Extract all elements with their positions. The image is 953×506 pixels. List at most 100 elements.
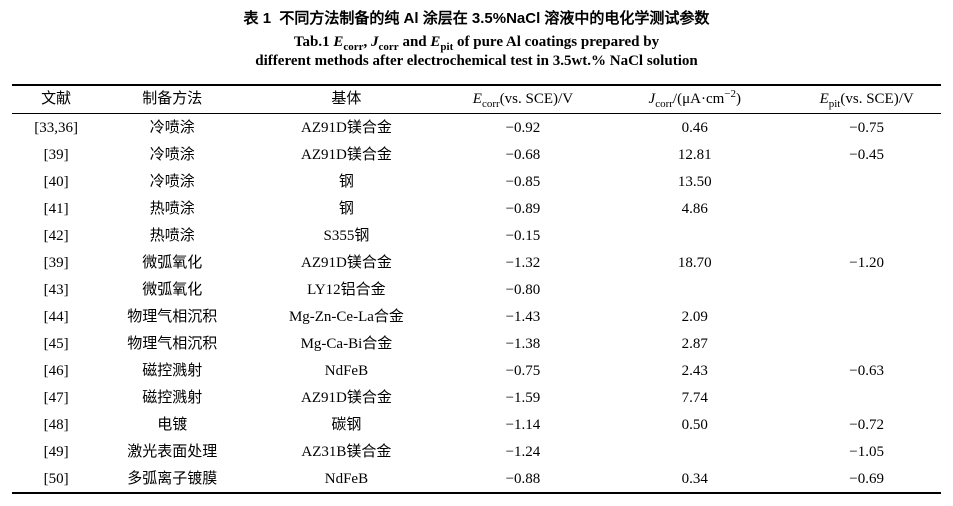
cell-jcorr [597,276,792,303]
cell-method: 物理气相沉积 [127,308,218,325]
cell-substrate: AZ91D镁合金 [301,119,392,136]
cell-epit [792,222,941,249]
cell-method: 磁控溅射 [142,362,203,379]
table-body: [33,36] 冷喷涂 AZ91D镁合金 −0.92 0.46 −0.75 [39] 冷喷涂 A… [12,114,941,494]
column-header-method: 制备方法 [100,85,245,114]
cell-jcorr: 2.43 [681,362,708,379]
cell-method: 冷喷涂 [149,119,195,136]
cell-substrate: AZ91D镁合金 [301,389,392,406]
table-row: [44] 物理气相沉积 Mg-Zn-Ce-La合金 −1.43 2.09 [12,303,941,330]
cell-substrate: AZ91D镁合金 [301,146,392,163]
cell-substrate: Mg-Zn-Ce-La合金 [288,308,404,325]
table-row: [46] 磁控溅射 NdFeB −0.75 2.43 −0.63 [12,357,941,384]
cell-jcorr: 12.81 [677,146,712,163]
cell-ref: [39] [43,146,69,163]
cell-epit [792,168,941,195]
cell-jcorr: 18.70 [677,254,712,271]
cell-ref: [40] [43,173,69,190]
column-header-ecorr: Ecorr(vs. SCE)/V [448,85,598,114]
cell-substrate: 钢 [338,173,354,190]
cell-ecorr: −0.89 [505,200,541,217]
cell-jcorr: 7.74 [681,389,708,406]
cell-ref: [46] [43,362,69,379]
table-row: [39] 微弧氧化 AZ91D镁合金 −1.32 18.70 −1.20 [12,249,941,276]
column-header-epit: Epit(vs. SCE)/V [792,85,941,114]
table-row: [47] 磁控溅射 AZ91D镁合金 −1.59 7.74 [12,384,941,411]
table-row: [45] 物理气相沉积 Mg-Ca-Bi合金 −1.38 2.87 [12,330,941,357]
cell-ref: [42] [43,227,69,244]
cell-jcorr: 0.50 [681,416,708,433]
cell-epit [792,195,941,222]
cell-method: 冷喷涂 [149,146,195,163]
table-row: [43] 微弧氧化 LY12铝合金 −0.80 [12,276,941,303]
cell-epit: −1.20 [849,254,885,271]
cell-jcorr: 2.87 [681,335,708,352]
cell-epit [792,276,941,303]
cell-epit: −1.05 [849,443,885,460]
cell-method: 微弧氧化 [142,281,203,298]
cell-epit: −0.69 [849,470,885,487]
table-row: [49] 激光表面处理 AZ31B镁合金 −1.24 −1.05 [12,438,941,465]
cell-ref: [39] [43,254,69,271]
cell-method: 磁控溅射 [142,389,203,406]
cell-method: 热喷涂 [149,227,195,244]
cell-ecorr: −0.92 [505,119,541,136]
cell-epit [792,303,941,330]
table-caption-english-line2: different methods after electrochemical … [255,53,698,69]
table-caption-chinese: 表 1 不同方法制备的纯 Al 涂层在 3.5%NaCl 溶液中的电化学测试参数 [243,10,710,27]
cell-ecorr: −0.88 [505,470,541,487]
table-caption: 表 1 不同方法制备的纯 Al 涂层在 3.5%NaCl 溶液中的电化学测试参数… [0,0,953,71]
table-row: [50] 多弧离子镀膜 NdFeB −0.88 0.34 −0.69 [12,465,941,493]
cell-substrate: NdFeB [324,362,369,379]
table-row: [33,36] 冷喷涂 AZ91D镁合金 −0.92 0.46 −0.75 [12,114,941,142]
table-row: [39] 冷喷涂 AZ91D镁合金 −0.68 12.81 −0.45 [12,141,941,168]
cell-substrate: S355钢 [323,227,370,244]
cell-jcorr: 13.50 [677,173,712,190]
cell-method: 电镀 [157,416,188,433]
cell-substrate: AZ31B镁合金 [301,443,392,460]
cell-method: 冷喷涂 [149,173,195,190]
cell-jcorr: 2.09 [681,308,708,325]
table-caption-english-line1: Tab.1 Ecorr, Jcorr and Epit of pure Al c… [293,34,660,53]
table-row: [41] 热喷涂 钢 −0.89 4.86 [12,195,941,222]
cell-ref: [33,36] [34,119,78,136]
cell-substrate: LY12铝合金 [307,281,386,298]
cell-ref: [48] [43,416,69,433]
data-table: 文献 制备方法 基体 Ecorr(vs. SCE)/V Jcorr/(μA·cm−2) E… [12,84,941,494]
cell-ecorr: −1.38 [505,335,541,352]
cell-method: 微弧氧化 [142,254,203,271]
cell-ecorr: −1.14 [505,416,541,433]
cell-ref: [45] [43,335,69,352]
cell-method: 激光表面处理 [127,443,218,460]
cell-epit: −0.45 [849,146,885,163]
cell-jcorr [597,222,792,249]
cell-ref: [47] [43,389,69,406]
cell-epit: −0.75 [849,119,885,136]
cell-ecorr: −1.43 [505,308,541,325]
cell-ref: [41] [43,200,69,217]
cell-ecorr: −1.59 [505,389,541,406]
cell-epit: −0.72 [849,416,885,433]
cell-substrate: 碳钢 [331,416,362,433]
cell-ecorr: −1.32 [505,254,541,271]
cell-ecorr: −0.80 [505,281,541,298]
cell-substrate: AZ91D镁合金 [301,254,392,271]
cell-epit [792,330,941,357]
cell-epit [792,384,941,411]
column-header-substrate: 基体 [244,85,449,114]
cell-ecorr: −0.15 [505,227,541,244]
cell-ref: [44] [43,308,69,325]
cell-ecorr: −0.85 [505,173,541,190]
cell-ref: [49] [43,443,69,460]
cell-jcorr: 4.86 [681,200,708,217]
cell-epit: −0.63 [849,362,885,379]
cell-method: 物理气相沉积 [127,335,218,352]
table-row: [42] 热喷涂 S355钢 −0.15 [12,222,941,249]
cell-method: 热喷涂 [149,200,195,217]
cell-substrate: NdFeB [324,470,369,487]
cell-jcorr [597,438,792,465]
cell-ecorr: −0.75 [505,362,541,379]
cell-ecorr: −0.68 [505,146,541,163]
cell-substrate: Mg-Ca-Bi合金 [300,335,393,352]
